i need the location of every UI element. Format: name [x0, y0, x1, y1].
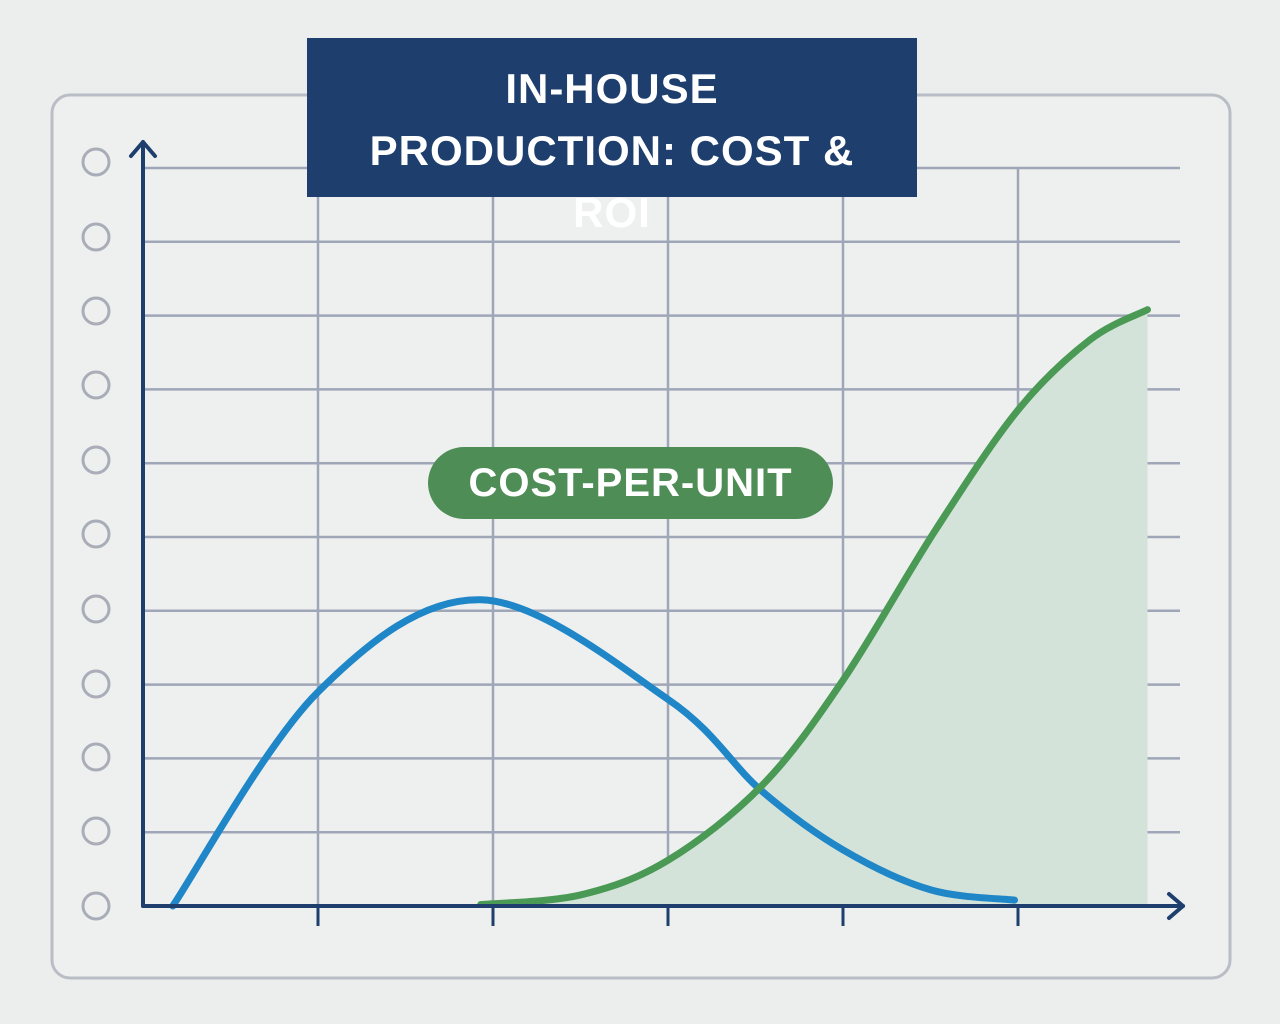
- axes: [129, 140, 1185, 920]
- holes: [81, 147, 111, 921]
- area-fill: [480, 309, 1148, 906]
- line: [477, 306, 1151, 909]
- annotation: COST-PER-UNIT: [428, 447, 833, 519]
- line: [169, 596, 1018, 910]
- chart-title: IN-HOUSE PRODUCTION: COST & ROI: [307, 38, 917, 236]
